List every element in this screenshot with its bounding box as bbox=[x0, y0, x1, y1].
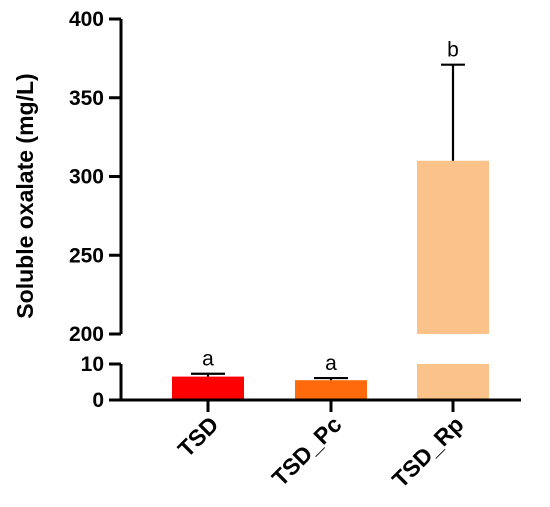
bar-TSD_Rp-upper bbox=[417, 160, 489, 334]
y-tick-label: 350 bbox=[69, 87, 104, 110]
bars-group bbox=[172, 160, 489, 400]
significance-label-TSD_Rp: b bbox=[447, 39, 459, 62]
y-tick-label: 200 bbox=[69, 323, 104, 346]
bar-TSD bbox=[172, 376, 244, 400]
bar-TSD_Pc bbox=[295, 380, 367, 400]
y-tick-label: 400 bbox=[69, 8, 104, 31]
x-axis: TSD TSD_Pc TSD_Rp bbox=[121, 398, 521, 493]
x-tick-label-TSD_Rp: TSD_Rp bbox=[387, 411, 469, 493]
significance-label-TSD_Pc: a bbox=[325, 352, 337, 375]
y-tick-label: 250 bbox=[69, 244, 104, 267]
bar-TSD_Rp-lower bbox=[417, 364, 489, 400]
y-tick-label: 0 bbox=[92, 389, 104, 412]
y-axis-label: Soluble oxalate (mg/L) bbox=[12, 73, 38, 318]
y-axis: 0 10 200 250 300 350 400 bbox=[69, 8, 123, 412]
x-tick-label-TSD_Pc: TSD_Pc bbox=[267, 411, 347, 491]
y-tick-label: 10 bbox=[81, 353, 104, 376]
x-tick-label-TSD: TSD bbox=[173, 411, 224, 462]
y-tick-label: 300 bbox=[69, 166, 104, 189]
significance-label-TSD: a bbox=[202, 348, 214, 371]
error-bars-group: a a b bbox=[191, 39, 465, 381]
